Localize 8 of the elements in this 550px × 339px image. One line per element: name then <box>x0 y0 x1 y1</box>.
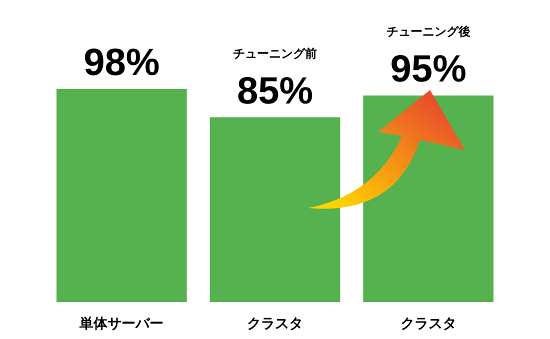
data-label: 85% <box>236 70 314 112</box>
data-label: 98% <box>84 42 160 84</box>
text: チューニング前 <box>233 46 317 60</box>
x-tick-label: クラスタ <box>247 314 303 331</box>
x-tick-label: 単体サーバー <box>78 314 164 331</box>
data-label: 95% <box>390 48 466 91</box>
x-tick-label: クラスタ <box>400 314 456 331</box>
text: チューニング後 <box>386 24 470 39</box>
